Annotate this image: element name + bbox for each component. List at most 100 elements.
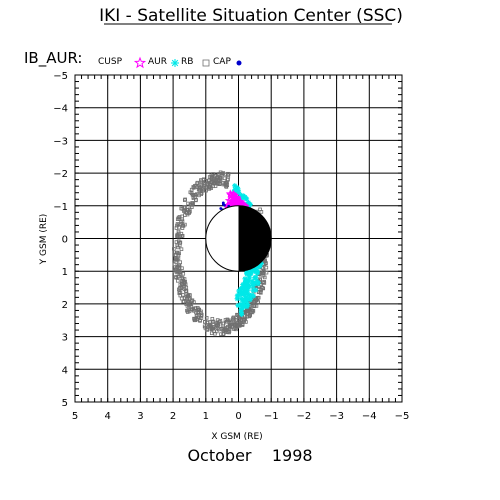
rb-point <box>213 179 217 183</box>
rb-point <box>204 327 209 332</box>
rb-point <box>179 296 184 301</box>
rb-point <box>183 197 187 202</box>
rb-point <box>177 215 182 219</box>
rb-point <box>178 260 183 265</box>
rb-point <box>176 245 180 250</box>
rb-point <box>227 320 232 325</box>
rb-point <box>180 207 185 211</box>
axis-ticks <box>74 74 403 403</box>
earth-night-side <box>238 205 272 272</box>
rb-point <box>176 239 181 244</box>
rb-point <box>176 253 181 258</box>
chart-title: IKI - Satellite Situation Center (SSC) <box>99 6 403 26</box>
rb-point <box>209 331 214 336</box>
rb-point <box>185 308 189 313</box>
x-tick-label: 5 <box>72 411 78 422</box>
rb-point <box>261 271 266 276</box>
rb-point <box>205 328 210 332</box>
rb-point <box>221 331 226 336</box>
rb-point <box>183 213 187 217</box>
aur-point <box>252 274 258 281</box>
x-axis-label: X GSM (RE) <box>211 432 262 442</box>
rb-point <box>179 286 184 290</box>
y-tick-label: 2 <box>62 300 68 311</box>
chart-legend: CUSP AUR RB CAP <box>98 56 242 69</box>
cap-point <box>219 207 223 210</box>
aur-point <box>243 289 249 295</box>
rb-point <box>203 320 207 324</box>
aur-point <box>238 302 244 308</box>
y-tick-label: −2 <box>53 169 68 180</box>
aur-point <box>235 292 242 298</box>
y-tick-label: −5 <box>53 71 68 82</box>
rb-point <box>181 271 186 276</box>
rb-point <box>177 274 181 279</box>
legend-marker-cap <box>236 60 242 66</box>
rb-point <box>209 175 213 180</box>
rb-point <box>208 320 213 324</box>
legend-label-cusp: CUSP <box>98 57 123 67</box>
rb-point <box>177 217 182 221</box>
rb-point <box>264 265 269 270</box>
rb-point <box>202 183 207 188</box>
rb-point <box>240 322 245 327</box>
x-tick-label: 0 <box>235 411 241 422</box>
x-tick-label: −5 <box>395 411 410 422</box>
aur-point <box>238 286 244 292</box>
x-tick-label: −3 <box>329 411 344 422</box>
rb-point <box>180 276 185 281</box>
rb-point <box>198 318 202 322</box>
rb-point <box>191 185 196 189</box>
rb-point <box>192 317 197 321</box>
rb-point <box>216 178 221 182</box>
cap-point <box>222 203 226 207</box>
rb-point <box>180 233 185 238</box>
rb-point <box>221 332 225 337</box>
rb-point <box>225 317 230 322</box>
x-tick-label: 4 <box>105 411 111 422</box>
rb-point <box>247 307 251 311</box>
rb-point <box>234 318 238 322</box>
rb-point <box>201 178 206 182</box>
rb-point <box>207 324 212 329</box>
legend-marker-cusp <box>133 56 147 69</box>
rb-point <box>179 281 184 286</box>
aur-point <box>245 279 251 285</box>
rb-point <box>196 309 200 314</box>
rb-point <box>179 247 184 252</box>
y-tick-label: 5 <box>62 398 68 409</box>
rb-point <box>190 299 194 303</box>
cusp-point <box>232 194 242 203</box>
rb-point <box>252 304 256 309</box>
rb-point <box>183 289 188 293</box>
aur-point <box>245 200 252 206</box>
legend-label-cap: CAP <box>213 57 231 67</box>
x-tick-label: 1 <box>203 411 209 422</box>
rb-point <box>176 229 181 234</box>
rb-point <box>199 314 204 318</box>
rb-point <box>177 266 182 270</box>
earth-symbol <box>205 205 272 272</box>
rb-point <box>173 257 178 261</box>
rb-point <box>183 222 187 227</box>
rb-point <box>175 234 179 238</box>
legend-label-aur: AUR <box>148 57 167 67</box>
tick-labels: 5 4 3 2 1 0 −1 −2 −3 −4 −5 −5 −4 −3 −2 −1 0 1 2 3 4 5 <box>53 71 409 422</box>
rb-point <box>190 192 195 197</box>
y-tick-label: −4 <box>53 104 68 115</box>
rb-point <box>211 325 215 329</box>
rb-point <box>194 198 198 203</box>
x-tick-label: 3 <box>137 411 143 422</box>
legend-marker-aur <box>171 59 179 67</box>
y-tick-label: 0 <box>62 235 68 246</box>
rb-point <box>172 247 176 251</box>
aur-point <box>243 295 250 302</box>
rb-point <box>252 304 257 308</box>
rb-point <box>184 285 189 290</box>
rb-point <box>174 240 179 244</box>
date-label: October 1998 <box>187 446 312 465</box>
rb-point <box>207 178 211 183</box>
cusp-point <box>228 189 238 198</box>
aur-point <box>239 306 245 313</box>
